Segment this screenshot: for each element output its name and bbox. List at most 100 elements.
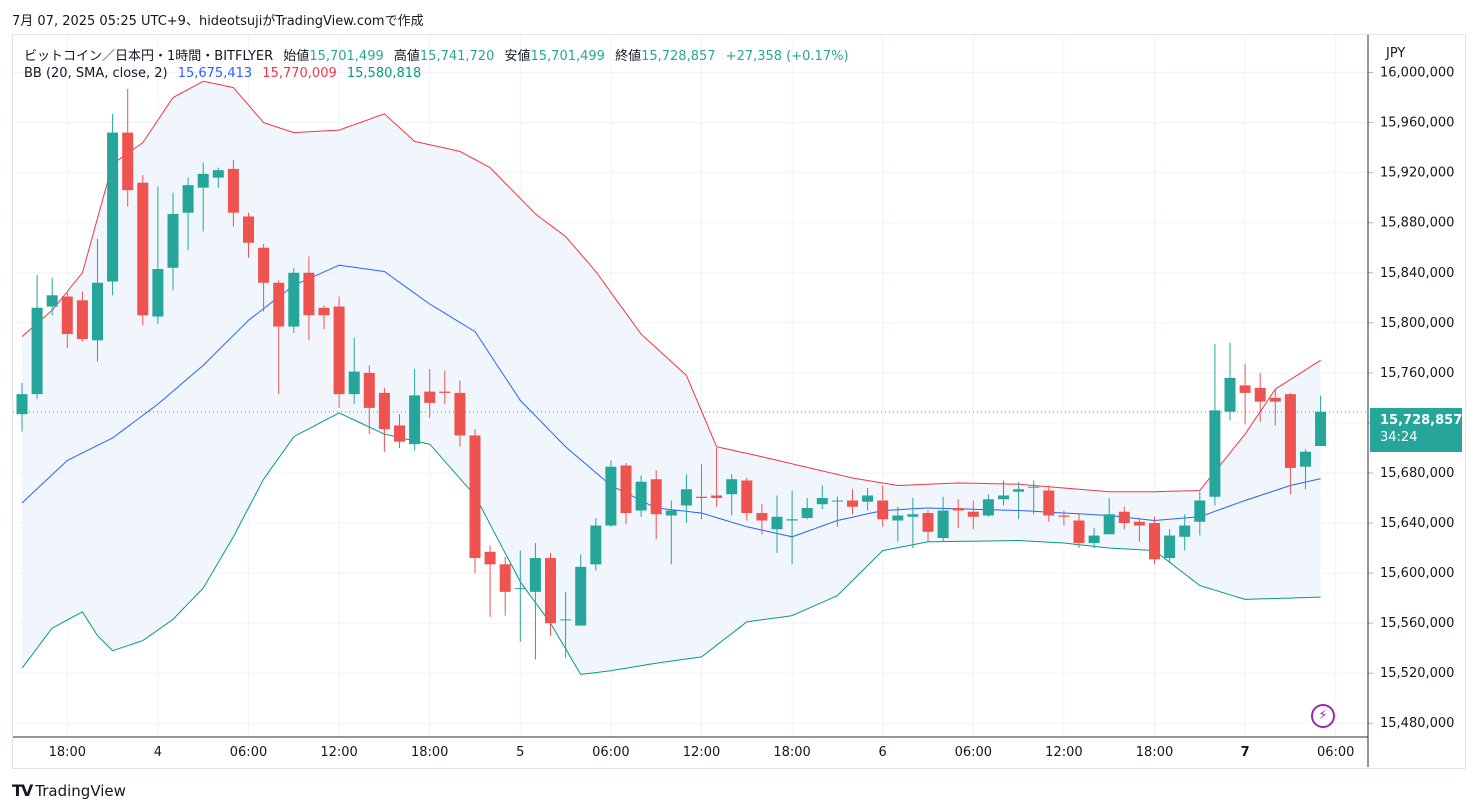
bb-upper-value: 15,770,009 [262, 66, 337, 81]
y-tick-label: 15,600,000 [1380, 566, 1454, 581]
last-price-value: 15,728,857 [1380, 413, 1463, 428]
x-tick-label: 7 [1241, 745, 1250, 760]
high-label: 高値 [393, 49, 420, 64]
lightning-icon[interactable]: ⚡ [1311, 704, 1335, 728]
x-tick-label: 06:00 [1317, 745, 1354, 760]
candle-body [726, 479, 738, 495]
candle-body [61, 296, 73, 335]
y-tick-label: 15,560,000 [1380, 616, 1454, 631]
candle-body [394, 425, 405, 442]
candle-body [1073, 520, 1085, 544]
y-tick-label: 15,920,000 [1380, 166, 1454, 181]
candle-body [756, 513, 768, 521]
candle-body [741, 480, 753, 514]
candle-body [1209, 410, 1221, 497]
bb-basis-value: 15,675,413 [177, 66, 253, 81]
x-tick-label: 5 [516, 745, 524, 760]
candle-body [1254, 387, 1266, 402]
currency-button[interactable]: JPY [1386, 46, 1406, 61]
candle-body [635, 481, 647, 511]
candle-body [650, 479, 662, 515]
candle-body [31, 307, 43, 395]
candle-body [1194, 500, 1206, 522]
bb-lower-value: 15,580,818 [346, 66, 422, 81]
candle-body [469, 435, 481, 559]
candle-body [877, 500, 889, 520]
candle-body [982, 499, 994, 516]
bb-fill [22, 81, 1321, 675]
y-tick-label: 16,000,000 [1380, 66, 1454, 81]
chart-frame [12, 34, 1466, 769]
candle-body [1224, 377, 1236, 412]
candle-body [1028, 486, 1040, 488]
low-value: 15,701,499 [530, 49, 605, 64]
candle-body [514, 588, 526, 590]
x-tick-label: 12:00 [683, 745, 720, 760]
candle-body [1239, 385, 1251, 393]
candle-body [998, 495, 1009, 500]
y-tick-label: 15,840,000 [1380, 266, 1454, 281]
high-value: 15,741,720 [419, 49, 495, 64]
candle-body [439, 391, 451, 393]
candle-body [831, 500, 843, 502]
candle-body [1269, 397, 1281, 402]
candle-body [816, 497, 828, 505]
x-tick-label: 06:00 [592, 745, 629, 760]
y-tick-label: 15,800,000 [1380, 316, 1454, 331]
y-tick-label: 15,520,000 [1380, 666, 1454, 681]
ohlc-legend: ビットコイン／日本円・1時間・BITFLYER 始値15,701,499 高値1… [24, 45, 849, 64]
bb-legend[interactable]: BB (20, SMA, close, 2) 15,675,413 15,770… [24, 66, 421, 81]
x-tick-label: 18:00 [49, 745, 86, 760]
candle-body [92, 282, 103, 341]
candle-body [967, 511, 979, 517]
candle-body [847, 500, 858, 507]
candle-body [1103, 514, 1115, 535]
candle-body [122, 132, 134, 191]
y-tick-label: 15,480,000 [1380, 716, 1454, 731]
y-tick-label: 15,880,000 [1380, 216, 1454, 231]
candle-body [801, 508, 813, 519]
candle-body [1284, 394, 1296, 468]
candle-body [620, 465, 632, 514]
candle-body [243, 216, 254, 243]
candle-body [424, 391, 436, 403]
candle-body [560, 619, 572, 621]
close-label: 終値 [615, 49, 642, 64]
symbol-title[interactable]: ビットコイン／日本円・1時間・BITFLYER [24, 49, 274, 64]
candle-body [892, 515, 904, 521]
last-price-tag: 15,728,857 34:24 [1370, 408, 1462, 452]
candle-body [1164, 535, 1176, 559]
footer-logo[interactable]: TV TradingView [12, 781, 126, 800]
candle-body [182, 185, 194, 213]
x-tick-label: 18:00 [773, 745, 810, 760]
candle-body [907, 514, 919, 517]
bb-lower-line [21, 412, 1321, 675]
candle-body [1088, 535, 1100, 544]
candle-body [1118, 511, 1130, 524]
candle-body [363, 372, 375, 408]
candle-body [1315, 411, 1327, 447]
candle-body [499, 564, 511, 592]
open-value: 15,701,499 [309, 49, 384, 64]
open-label: 始値 [283, 49, 310, 64]
candle-body [1043, 490, 1055, 516]
x-tick-label: 4 [154, 745, 162, 760]
candle-body [922, 513, 934, 532]
candle-body [665, 510, 677, 516]
low-label: 安値 [504, 49, 531, 64]
candle-body [605, 466, 617, 526]
candle-body [167, 213, 179, 268]
candle-body [545, 558, 556, 624]
candle-body [46, 295, 58, 307]
bb-label: BB (20, SMA, close, 2) [24, 66, 168, 81]
candle-body [258, 247, 270, 283]
candle-body [711, 495, 723, 498]
candle-body [348, 371, 360, 395]
candle-body [137, 182, 149, 316]
candle-body [197, 173, 209, 188]
candle-body [1179, 525, 1191, 537]
candle-body [318, 307, 330, 316]
candles [16, 88, 1327, 660]
candle-body [1300, 451, 1311, 467]
